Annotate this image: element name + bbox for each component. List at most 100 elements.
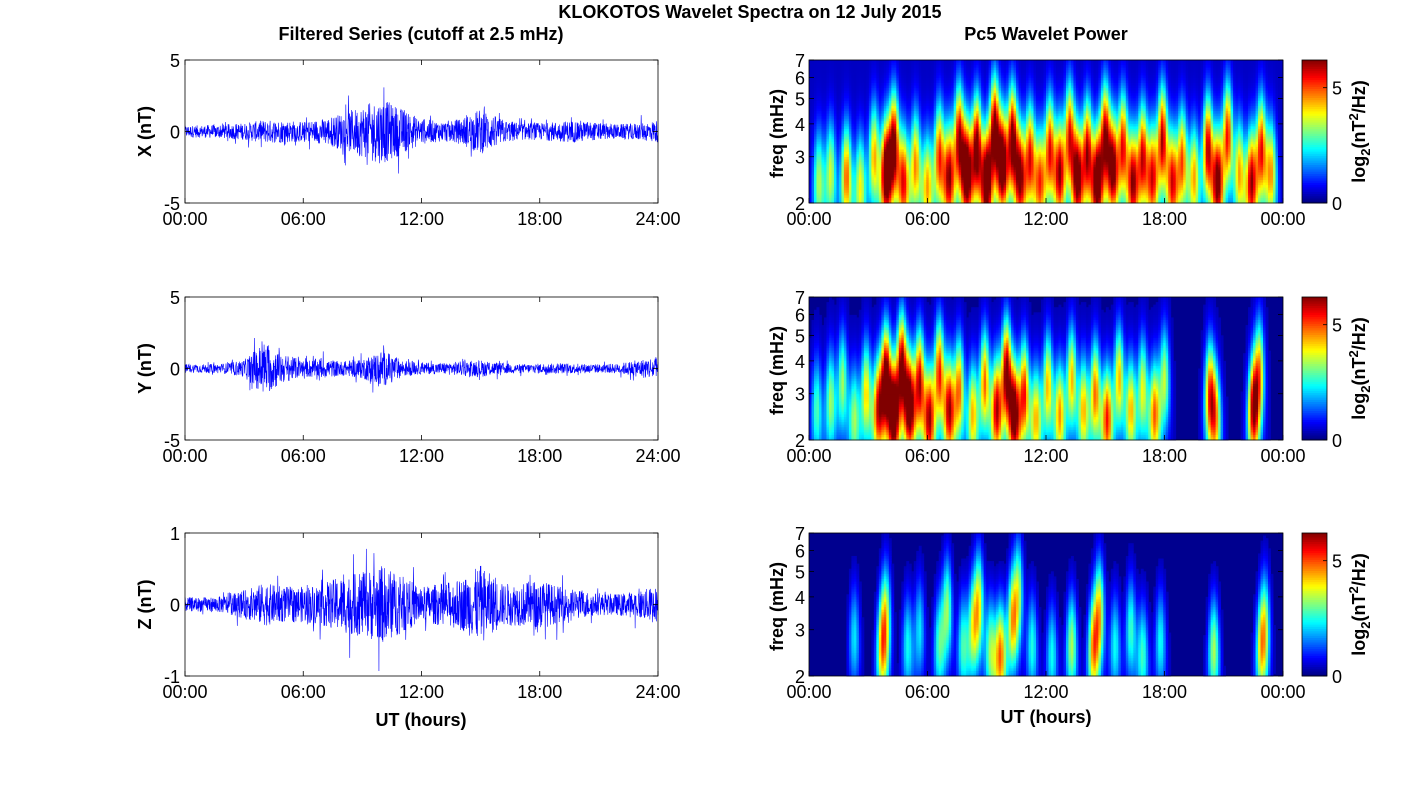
heatmap-cell	[946, 105, 950, 109]
heatmap-cell	[861, 149, 865, 153]
heatmap-cell	[853, 85, 857, 89]
heatmap-cell	[943, 180, 947, 183]
heatmap-cell	[913, 172, 917, 176]
heatmap-cell	[1003, 141, 1007, 145]
heatmap-cell	[898, 162, 902, 166]
panels-group: 50-500:00 06:00 12:00 18:00 24:00X (nT)50-50…	[135, 51, 1373, 702]
heatmap-cell	[841, 118, 845, 122]
heatmap-cell	[958, 157, 962, 160]
heatmap-cell	[1006, 88, 1009, 92]
heatmap-cell	[841, 105, 845, 109]
heatmap-cell	[836, 159, 840, 163]
heatmap-cell	[1008, 192, 1012, 196]
heatmap-cell	[916, 146, 920, 150]
heatmap-cell	[1003, 149, 1007, 153]
heatmap-cell	[946, 149, 950, 153]
heatmap-cell	[926, 195, 930, 199]
heatmap-cell	[906, 141, 910, 145]
heatmap-cell	[1016, 177, 1019, 181]
heatmap-cell	[971, 172, 975, 176]
heatmap-cell	[809, 182, 812, 186]
heatmap-cell	[818, 100, 822, 104]
heatmap-cell	[898, 75, 902, 79]
heatmap-cell	[916, 144, 920, 148]
heatmap-cell	[978, 65, 982, 69]
heatmap-cell	[821, 146, 825, 150]
heatmap-cell	[981, 192, 985, 196]
heatmap-cell	[961, 95, 965, 99]
heatmap-cell	[1021, 146, 1024, 150]
heatmap-cell	[1008, 167, 1012, 171]
heatmap-cell	[1018, 113, 1022, 117]
heatmap-cell	[883, 174, 887, 178]
heatmap-cell	[891, 197, 895, 201]
heatmap-cell	[866, 187, 870, 191]
heatmap-cell	[931, 67, 935, 71]
heatmap-cell	[893, 197, 897, 201]
heatmap-cell	[933, 75, 937, 79]
heatmap-cell	[998, 113, 1002, 117]
heatmap-cell	[958, 146, 962, 150]
heatmap-cell	[871, 93, 875, 97]
heatmap-cell	[883, 65, 887, 69]
heatmap-cell	[953, 77, 957, 81]
heatmap-cell	[923, 157, 927, 160]
heatmap-cell	[931, 192, 935, 196]
heatmap-cell	[928, 136, 932, 140]
heatmap-cell	[923, 111, 927, 115]
heatmap-cell	[813, 164, 817, 168]
heatmap-cell	[986, 126, 990, 130]
heatmap-cell	[973, 195, 977, 199]
heatmap-cell	[1011, 159, 1014, 163]
heatmap-cell	[853, 128, 857, 132]
heatmap-cell	[898, 126, 902, 130]
heatmap-cell	[1008, 180, 1012, 183]
heatmap-cell	[931, 197, 935, 201]
heatmap-cell	[818, 151, 822, 155]
heatmap-cell	[948, 123, 952, 127]
heatmap-cell	[1008, 182, 1012, 186]
heatmap-cell	[816, 174, 820, 178]
heatmap-cell	[858, 60, 862, 63]
heatmap-cell	[976, 190, 980, 194]
heatmap-cell	[921, 131, 925, 135]
heatmap-cell	[858, 111, 862, 115]
heatmap-cell	[876, 187, 880, 191]
heatmap-cell	[893, 77, 897, 81]
heatmap-cell	[866, 82, 870, 86]
heatmap-cell	[868, 167, 872, 171]
heatmap-cell	[1003, 131, 1007, 135]
heatmap-cell	[978, 67, 982, 71]
heatmap-cell	[996, 108, 999, 112]
heatmap-cell	[831, 177, 835, 181]
heatmap-cell	[823, 192, 827, 196]
heatmap-cell	[951, 169, 955, 173]
heatmap-cell	[1016, 118, 1019, 122]
heatmap-cell	[903, 144, 907, 148]
heatmap-cell	[998, 154, 1002, 158]
heatmap-cell	[916, 113, 920, 117]
heatmap-cell	[826, 85, 830, 89]
heatmap-cell	[851, 162, 855, 166]
heatmap-cell	[858, 187, 862, 191]
heatmap-cell	[981, 144, 985, 148]
heatmap-cell	[901, 105, 905, 109]
heatmap-cell	[893, 72, 897, 76]
heatmap-cell	[978, 185, 982, 189]
heatmap-cell	[998, 149, 1002, 153]
heatmap-cell	[826, 70, 830, 74]
heatmap-cell	[1006, 90, 1009, 94]
heatmap-cell	[933, 90, 937, 94]
heatmap-cell	[968, 162, 972, 166]
heatmap-cell	[1026, 100, 1029, 104]
heatmap-cell	[1003, 100, 1007, 104]
heatmap-cell	[1016, 72, 1019, 76]
heatmap-cell	[828, 88, 832, 92]
heatmap-cell	[903, 88, 907, 92]
heatmap-cell	[911, 75, 915, 79]
heatmap-cell	[911, 172, 915, 176]
heatmap-cell	[951, 95, 955, 99]
heatmap-cell	[811, 144, 815, 148]
heatmap-cell	[913, 72, 917, 76]
heatmap-cell	[903, 75, 907, 79]
